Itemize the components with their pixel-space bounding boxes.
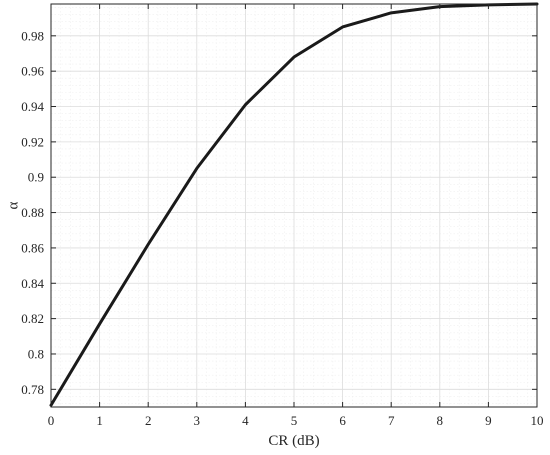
- y-tick-label: 0.84: [21, 276, 44, 291]
- x-tick-label: 1: [96, 413, 103, 428]
- y-tick-label: 0.78: [21, 382, 44, 397]
- x-tick-label: 6: [339, 413, 346, 428]
- y-axis-label: α: [5, 201, 21, 209]
- y-tick-label: 0.98: [21, 28, 44, 43]
- x-tick-label: 8: [437, 413, 444, 428]
- x-tick-label: 0: [48, 413, 55, 428]
- x-axis-label: CR (dB): [268, 433, 319, 449]
- y-tick-label: 0.96: [21, 64, 44, 79]
- y-axis-tick-labels: 0.78 0.8 0.82 0.84 0.86 0.88 0.9 0.92 0.94 0.96 0.…: [21, 28, 44, 397]
- y-tick-label: 0.86: [21, 240, 44, 255]
- x-tick-label: 5: [291, 413, 298, 428]
- y-tick-label: 0.8: [28, 346, 44, 361]
- x-tick-label: 7: [388, 413, 395, 428]
- axis-ticks: [50, 4, 538, 407]
- y-tick-label: 0.9: [28, 170, 44, 185]
- y-tick-label: 0.94: [21, 99, 44, 114]
- x-tick-label: 2: [145, 413, 152, 428]
- x-axis-tick-labels: 0 1 2 3 4 5 6 7 8 9 10: [48, 413, 544, 428]
- y-tick-label: 0.88: [21, 205, 44, 220]
- x-tick-label: 3: [194, 413, 201, 428]
- x-tick-label: 4: [242, 413, 249, 428]
- x-tick-label: 10: [531, 413, 544, 428]
- y-tick-label: 0.92: [21, 134, 44, 149]
- x-tick-label: 9: [485, 413, 492, 428]
- y-tick-label: 0.82: [21, 311, 44, 326]
